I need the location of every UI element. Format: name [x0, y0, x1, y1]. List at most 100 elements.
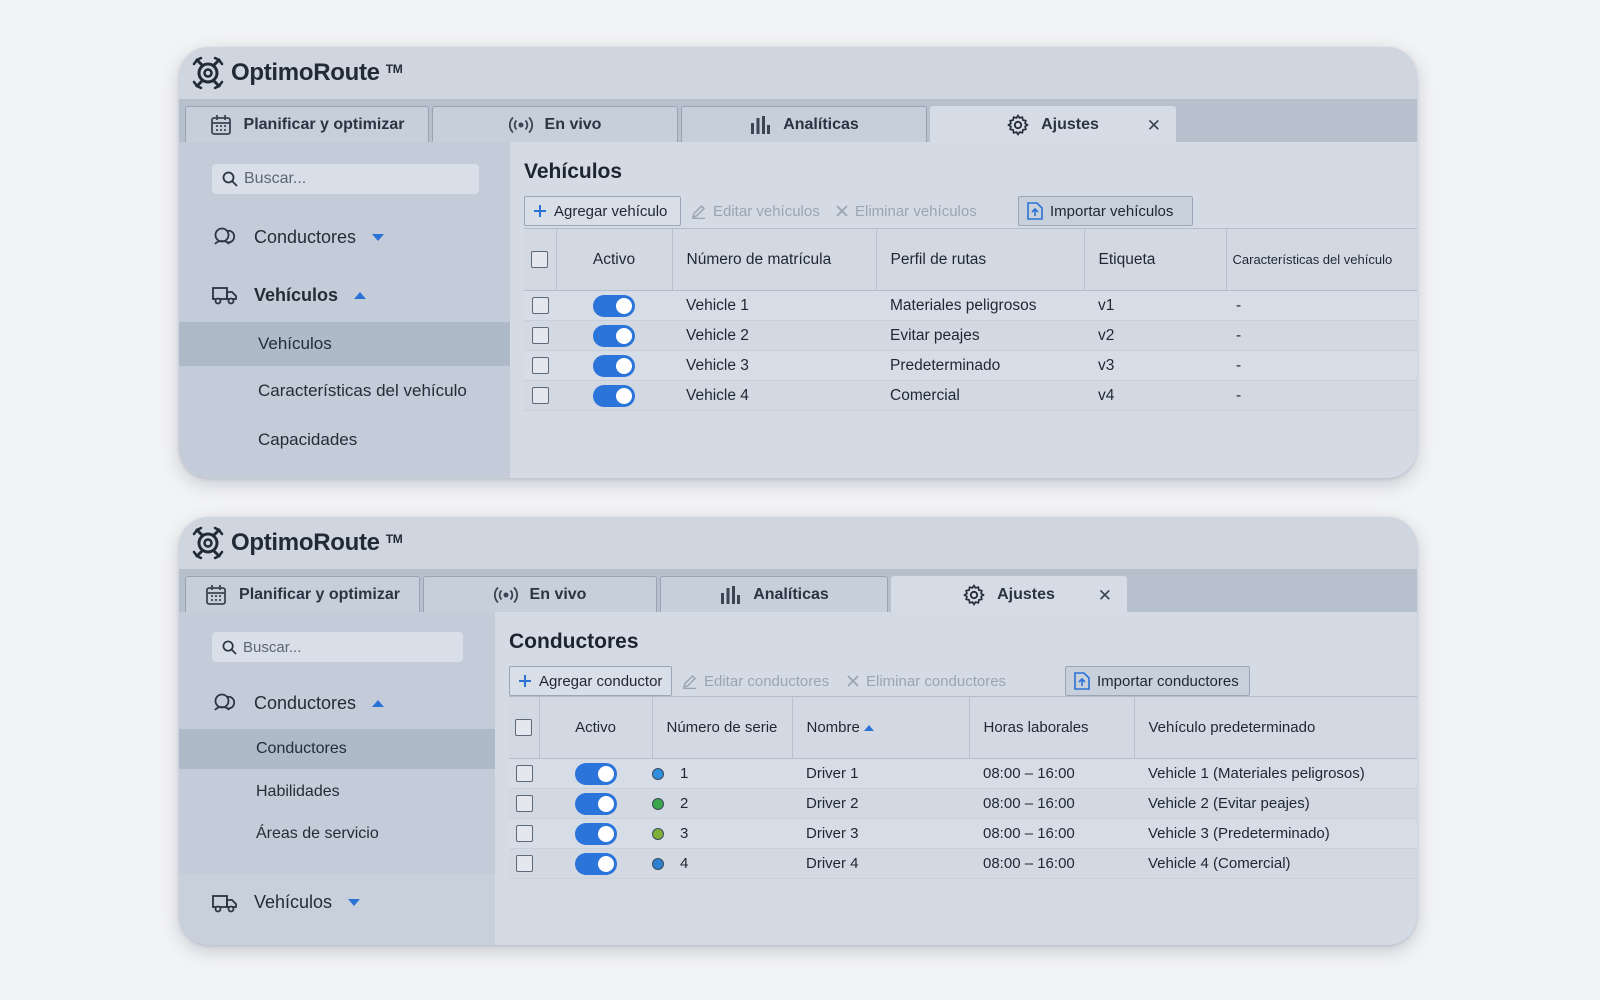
import-file-icon: [1027, 202, 1043, 220]
active-toggle[interactable]: [574, 852, 617, 875]
table-row[interactable]: Vehicle 1 Materiales peligrosos v1 -: [524, 290, 1417, 321]
tab-label: Planificar y optimizar: [239, 585, 400, 603]
serial-value: 3: [680, 825, 689, 842]
truck-icon: [212, 895, 237, 913]
column-header-active[interactable]: Activo: [556, 228, 673, 291]
optimoroute-logo: OptimoRoute TM: [191, 56, 403, 90]
tab-settings[interactable]: Ajustes ✕: [930, 106, 1176, 142]
search-icon: [222, 640, 237, 655]
import-drivers-button[interactable]: Importar conductores: [1065, 666, 1250, 696]
tab-live[interactable]: En vivo: [432, 106, 678, 142]
close-tab-icon[interactable]: ✕: [1097, 586, 1112, 605]
column-header-active[interactable]: Activo: [539, 696, 653, 759]
row-checkbox[interactable]: [531, 296, 549, 314]
button-label: Agregar conductor: [539, 672, 663, 690]
row-checkbox[interactable]: [515, 855, 533, 873]
select-all-checkbox[interactable]: [515, 719, 533, 737]
sidebar-subitem-service-areas[interactable]: Áreas de servicio: [179, 819, 495, 849]
add-driver-button[interactable]: Agregar conductor: [509, 666, 672, 696]
table-row[interactable]: Vehicle 2 Evitar peajes v2 -: [524, 320, 1417, 351]
driver-color-dot: [652, 768, 664, 781]
drivers-content: Conductores Agregar conductor Editar con…: [495, 612, 1417, 945]
table-row[interactable]: 3 Driver 3 08:00 – 16:00 Vehicle 3 (Pred…: [509, 818, 1417, 849]
driver-color-dot: [652, 858, 664, 871]
sidebar-sublabel: Conductores: [256, 740, 347, 757]
sidebar-label: Vehículos: [254, 892, 333, 912]
row-checkbox[interactable]: [515, 825, 533, 843]
table-header-row: Activo Número de serie Nombre Horas labo…: [509, 696, 1417, 759]
tab-plan-optimize[interactable]: Planificar y optimizar: [185, 106, 429, 142]
column-header-serial[interactable]: Número de serie: [652, 696, 793, 759]
settings-sidebar: Buscar... Conductores Vehículos Vehículo…: [179, 142, 510, 478]
column-header-features[interactable]: Características del vehículo: [1226, 228, 1417, 291]
button-label: Agregar vehículo: [554, 202, 668, 220]
edit-vehicles-button[interactable]: Editar vehículos: [683, 196, 828, 226]
search-placeholder: Buscar...: [243, 638, 302, 656]
delete-vehicles-button[interactable]: Eliminar vehículos: [828, 196, 1018, 226]
default-vehicle-cell: Vehicle 4 (Comercial): [1134, 848, 1417, 879]
tab-settings[interactable]: Ajustes ✕: [891, 576, 1127, 612]
row-checkbox[interactable]: [531, 356, 549, 374]
tab-analytics[interactable]: Analíticas: [660, 576, 888, 612]
table-row[interactable]: Vehicle 4 Comercial v4 -: [524, 380, 1417, 411]
search-input[interactable]: Buscar...: [212, 164, 479, 194]
sidebar-item-drivers[interactable]: Conductores: [179, 688, 495, 718]
row-checkbox[interactable]: [531, 386, 549, 404]
column-header-name[interactable]: Nombre: [792, 696, 970, 759]
plate-cell: Vehicle 1: [672, 290, 876, 321]
sidebar-subitem-vehicles[interactable]: Vehículos: [179, 322, 510, 366]
search-input[interactable]: Buscar...: [212, 632, 463, 662]
sidebar-subitem-skills[interactable]: Habilidades: [179, 777, 495, 807]
active-toggle[interactable]: [593, 354, 635, 377]
active-cell: [539, 848, 652, 879]
active-toggle[interactable]: [593, 324, 635, 347]
sidebar-subitem-drivers[interactable]: Conductores: [179, 729, 495, 769]
active-toggle[interactable]: [593, 384, 635, 407]
serial-cell: 1: [652, 758, 792, 789]
active-toggle[interactable]: [593, 294, 635, 317]
button-label: Importar conductores: [1097, 672, 1239, 690]
sidebar-item-vehicles[interactable]: Vehículos: [179, 280, 510, 310]
edit-drivers-button[interactable]: Editar conductores: [674, 666, 839, 696]
add-vehicle-button[interactable]: Agregar vehículo: [524, 196, 681, 226]
page-title: Vehículos: [524, 160, 623, 183]
x-icon: [847, 675, 859, 687]
select-all-checkbox[interactable]: [531, 250, 549, 268]
row-checkbox[interactable]: [515, 795, 533, 813]
sidebar-item-drivers[interactable]: Conductores: [179, 222, 510, 252]
row-select-cell: [509, 758, 539, 789]
vehicles-table: Activo Número de matrícula Perfil de rut…: [524, 228, 1417, 411]
hours-cell: 08:00 – 16:00: [969, 848, 1134, 879]
column-header-route-profile[interactable]: Perfil de rutas: [876, 228, 1085, 291]
table-row[interactable]: 2 Driver 2 08:00 – 16:00 Vehicle 2 (Evit…: [509, 788, 1417, 819]
tag-cell: v4: [1084, 380, 1226, 411]
column-header-default-vehicle[interactable]: Vehículo predeterminado: [1134, 696, 1417, 759]
column-header-tag[interactable]: Etiqueta: [1084, 228, 1227, 291]
tab-live[interactable]: En vivo: [423, 576, 657, 612]
delete-drivers-button[interactable]: Eliminar conductores: [839, 666, 1065, 696]
table-row[interactable]: 4 Driver 4 08:00 – 16:00 Vehicle 4 (Come…: [509, 848, 1417, 879]
drivers-icon: [214, 693, 236, 711]
active-toggle[interactable]: [574, 792, 617, 815]
table-row[interactable]: 1 Driver 1 08:00 – 16:00 Vehicle 1 (Mate…: [509, 758, 1417, 789]
settings-sidebar: Buscar... Conductores Conductores Habili…: [179, 612, 495, 945]
select-all-cell: [524, 228, 557, 291]
close-tab-icon[interactable]: ✕: [1146, 116, 1161, 135]
column-header-plate[interactable]: Número de matrícula: [672, 228, 877, 291]
active-toggle[interactable]: [574, 822, 617, 845]
table-row[interactable]: Vehicle 3 Predeterminado v3 -: [524, 350, 1417, 381]
import-vehicles-button[interactable]: Importar vehículos: [1018, 196, 1193, 226]
sidebar-sublabel: Habilidades: [256, 783, 340, 800]
drivers-toolbar: Agregar conductor Editar conductores Eli…: [509, 666, 1417, 696]
sidebar-subitem-vehicle-features[interactable]: Características del vehículo: [179, 376, 510, 406]
column-header-hours[interactable]: Horas laborales: [969, 696, 1135, 759]
trademark: TM: [385, 62, 403, 76]
sidebar-subitem-capacities[interactable]: Capacidades: [179, 425, 510, 455]
optimoroute-logo: OptimoRoute TM: [191, 526, 403, 560]
tab-analytics[interactable]: Analíticas: [681, 106, 927, 142]
row-checkbox[interactable]: [515, 765, 533, 783]
active-toggle[interactable]: [574, 762, 617, 785]
sidebar-item-vehicles[interactable]: Vehículos: [179, 874, 495, 945]
row-checkbox[interactable]: [531, 326, 549, 344]
tab-plan-optimize[interactable]: Planificar y optimizar: [185, 576, 420, 612]
